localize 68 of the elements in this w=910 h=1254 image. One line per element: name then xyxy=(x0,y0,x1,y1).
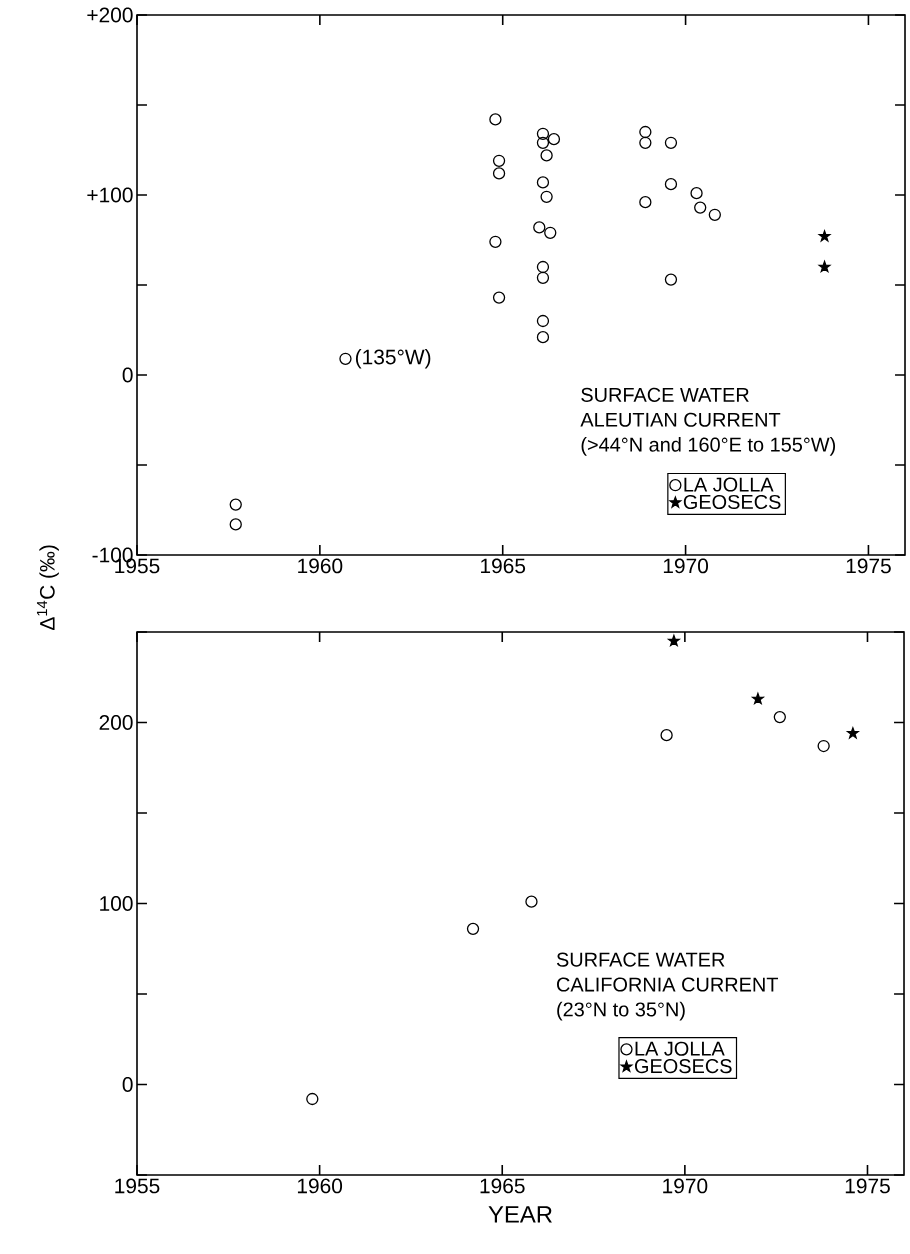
y-tick-label: 100 xyxy=(100,896,133,911)
point xyxy=(664,178,678,191)
point xyxy=(492,167,506,180)
point xyxy=(533,221,546,234)
point xyxy=(339,352,352,365)
x-tick-label: 1975 xyxy=(845,1178,890,1194)
point xyxy=(536,136,550,149)
x-tick-label: 1970 xyxy=(663,558,709,574)
annotation: (135°W) xyxy=(355,349,431,369)
point xyxy=(694,201,707,214)
point xyxy=(229,518,242,531)
point xyxy=(306,1092,319,1106)
point xyxy=(540,149,553,162)
point xyxy=(492,154,506,167)
x-tick-label: 1960 xyxy=(297,1178,343,1194)
point xyxy=(489,113,502,126)
point xyxy=(536,271,550,284)
point xyxy=(639,125,652,139)
x-tick-label: 1955 xyxy=(115,1178,160,1194)
point xyxy=(668,634,680,647)
point xyxy=(229,498,242,511)
y-tick-label: 200 xyxy=(99,715,133,730)
point xyxy=(639,196,652,209)
x-tick-label: 1965 xyxy=(481,558,526,574)
annotation: (23°N to 35°N) xyxy=(557,1001,685,1021)
point xyxy=(540,190,553,203)
point xyxy=(818,260,831,273)
point xyxy=(489,235,502,248)
point xyxy=(536,260,550,274)
annotation: CALIFORNIA CURRENT xyxy=(557,977,779,992)
annotation: (>44°N and 160°E to 155°W) xyxy=(581,437,836,456)
point xyxy=(708,208,721,221)
point xyxy=(525,895,538,908)
point xyxy=(846,727,859,739)
point xyxy=(773,710,786,724)
point xyxy=(466,922,480,935)
point xyxy=(818,230,831,242)
y-axis-title: Δ$^{14}$C (‰) xyxy=(36,545,59,631)
point xyxy=(536,331,550,344)
x-tick-label: 1970 xyxy=(663,1178,708,1194)
point xyxy=(544,226,557,239)
annotation: SURFACE WATER xyxy=(581,387,749,402)
point xyxy=(660,729,673,742)
point xyxy=(664,273,678,286)
y-tick-label: +100 xyxy=(87,187,133,203)
point xyxy=(492,291,506,304)
point xyxy=(752,692,764,705)
x-tick-label: 1965 xyxy=(480,1178,525,1194)
point xyxy=(690,187,703,200)
point xyxy=(817,739,830,753)
legend-label: LA JOLLA xyxy=(684,477,774,492)
y-tick-label: 0 xyxy=(122,1077,133,1092)
legend-label: GEOSECS xyxy=(683,494,781,509)
point xyxy=(536,127,550,140)
annotation: SURFACE WATER xyxy=(556,952,725,967)
legend-label: GEOSECS xyxy=(634,1059,732,1074)
x-axis-title: YEAR xyxy=(488,1206,552,1223)
point xyxy=(536,314,550,328)
legend-label: LA JOLLA xyxy=(635,1041,725,1056)
y-tick-label: +200 xyxy=(87,7,133,23)
annotation: ALEUTIAN CURRENT xyxy=(580,412,781,427)
y-tick-label: 0 xyxy=(122,367,133,383)
point xyxy=(639,136,652,149)
x-tick-label: 1975 xyxy=(846,558,891,574)
x-tick-label: 1960 xyxy=(298,558,343,574)
point xyxy=(664,136,678,149)
point xyxy=(547,133,561,146)
point xyxy=(536,176,550,189)
